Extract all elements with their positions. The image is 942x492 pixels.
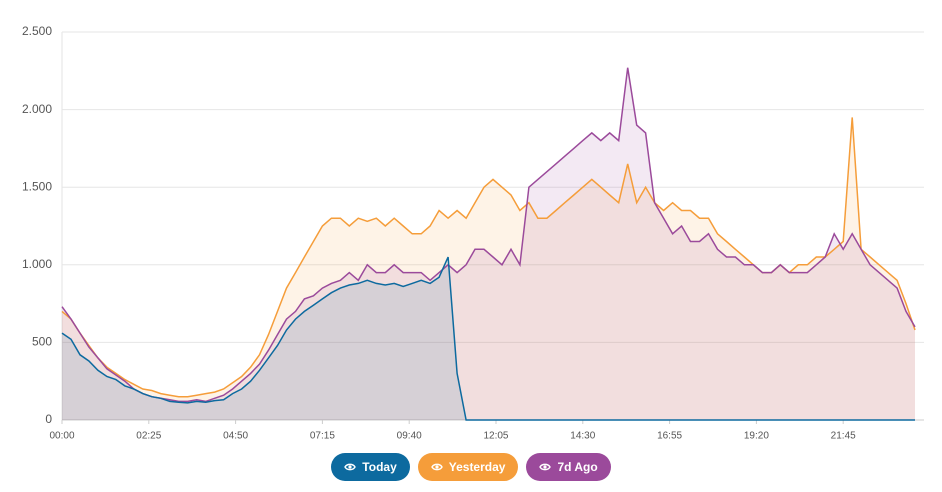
x-tick-label: 21:45 [831,431,856,442]
y-tick-label: 500 [32,335,52,349]
x-tick-label: 02:25 [136,431,161,442]
x-tick-label: 07:15 [310,431,335,442]
lines [61,67,916,421]
legend-item[interactable]: Today [331,453,410,481]
eye-icon [344,463,357,471]
y-tick-label: 0 [45,412,52,426]
x-tick-label: 00:00 [49,431,74,442]
legend-label: Yesterday [448,460,506,474]
x-tick-label: 04:50 [223,431,248,442]
series-area [62,257,915,420]
eye-icon [539,463,552,471]
eye-icon [430,463,443,471]
y-tick-label: 2.000 [22,102,52,116]
x-tick-label: 09:40 [397,431,422,442]
x-tick-label: 12:05 [483,431,508,442]
series-area [62,117,915,421]
legend-label: 7d Ago [557,460,598,474]
chart: 0 500 1.000 1.500 2.000 2.500 00:00 02:25 04:50 0… [22,24,924,442]
x-tick-label: 14:30 [570,431,595,442]
y-tick-label: 1.000 [22,257,52,271]
legend-label: Today [362,460,397,474]
legend-item[interactable]: Yesterday [417,453,519,481]
series-line [61,256,915,421]
y-tick-label: 1.500 [22,179,52,193]
legend: Today Yesterday 7d Ago [0,453,942,481]
series-area [62,67,915,420]
legend-item[interactable]: 7d Ago [526,453,611,481]
y-tick-label: 2.500 [22,24,52,38]
x-tick-label: 19:20 [744,431,769,442]
x-tick-label: 16:55 [657,431,682,442]
areas [62,67,915,421]
series-line [61,67,916,403]
